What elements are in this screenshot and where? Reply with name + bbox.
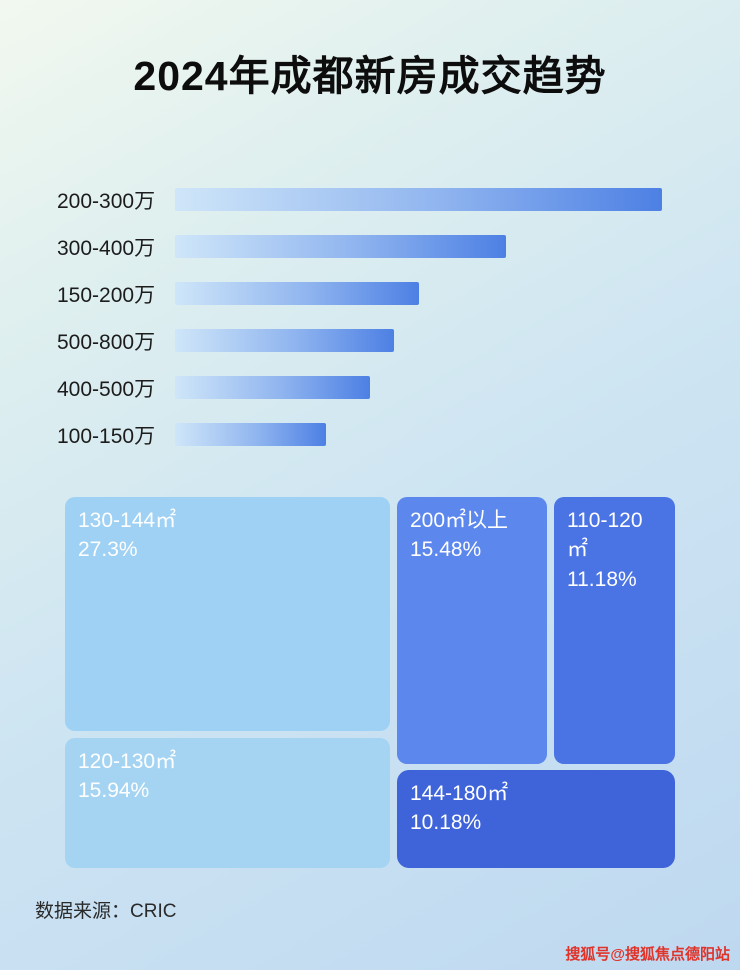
- tile-value: 11.18%: [567, 567, 637, 591]
- bar-row: 400-500万: [57, 364, 683, 411]
- bar-category-label: 400-500万: [57, 377, 156, 401]
- treemap-tile-200-plus: 200㎡以上 15.48%: [397, 497, 547, 764]
- data-source-label: 数据来源：CRIC: [35, 901, 177, 922]
- area-size-treemap: 130-144㎡ 27.3% 200㎡以上 15.48% 110-120㎡ 11…: [65, 497, 675, 868]
- tile-label: 144-180㎡: [410, 782, 509, 805]
- tile-label: 110-120㎡: [567, 509, 643, 562]
- treemap-tile-130-144: 130-144㎡ 27.3%: [65, 497, 390, 731]
- bar-category-label: 200-300万: [57, 189, 156, 213]
- bar: [175, 376, 370, 399]
- treemap-tile-144-180: 144-180㎡ 10.18%: [397, 770, 675, 868]
- tile-label: 120-130㎡: [78, 750, 177, 773]
- bar-track: [175, 188, 662, 211]
- bar: [175, 188, 662, 211]
- bar-row: 200-300万: [57, 176, 683, 223]
- bar-track: [175, 235, 662, 258]
- bar-track: [175, 282, 662, 305]
- bar: [175, 235, 507, 258]
- tile-value: 15.48%: [410, 538, 482, 562]
- page-title: 2024年成都新房成交趋势: [133, 53, 607, 99]
- bar-category-label: 500-800万: [57, 330, 156, 354]
- tile-label: 130-144㎡: [78, 509, 177, 532]
- tile-value: 10.18%: [410, 811, 482, 835]
- bar-category-label: 300-400万: [57, 236, 156, 260]
- bar: [175, 423, 326, 446]
- bar-category-label: 150-200万: [57, 283, 156, 307]
- bar: [175, 329, 395, 352]
- bar: [175, 282, 419, 305]
- bar-category-label: 100-150万: [57, 424, 156, 448]
- tile-label: 200㎡以上: [410, 509, 509, 532]
- treemap-tile-120-130: 120-130㎡ 15.94%: [65, 738, 390, 868]
- bar-track: [175, 329, 662, 352]
- tile-value: 15.94%: [78, 779, 150, 803]
- bar-row: 150-200万: [57, 270, 683, 317]
- price-range-bar-chart: 200-300万 300-400万 150-200万 500-800万 400-…: [57, 176, 683, 458]
- watermark-text: 搜狐号@搜狐焦点德阳站: [565, 946, 730, 963]
- bar-row: 500-800万: [57, 317, 683, 364]
- bar-track: [175, 423, 662, 446]
- bar-track: [175, 376, 662, 399]
- bar-row: 100-150万: [57, 411, 683, 458]
- treemap-tile-110-120: 110-120㎡ 11.18%: [554, 497, 675, 764]
- tile-value: 27.3%: [78, 538, 138, 562]
- bar-row: 300-400万: [57, 223, 683, 270]
